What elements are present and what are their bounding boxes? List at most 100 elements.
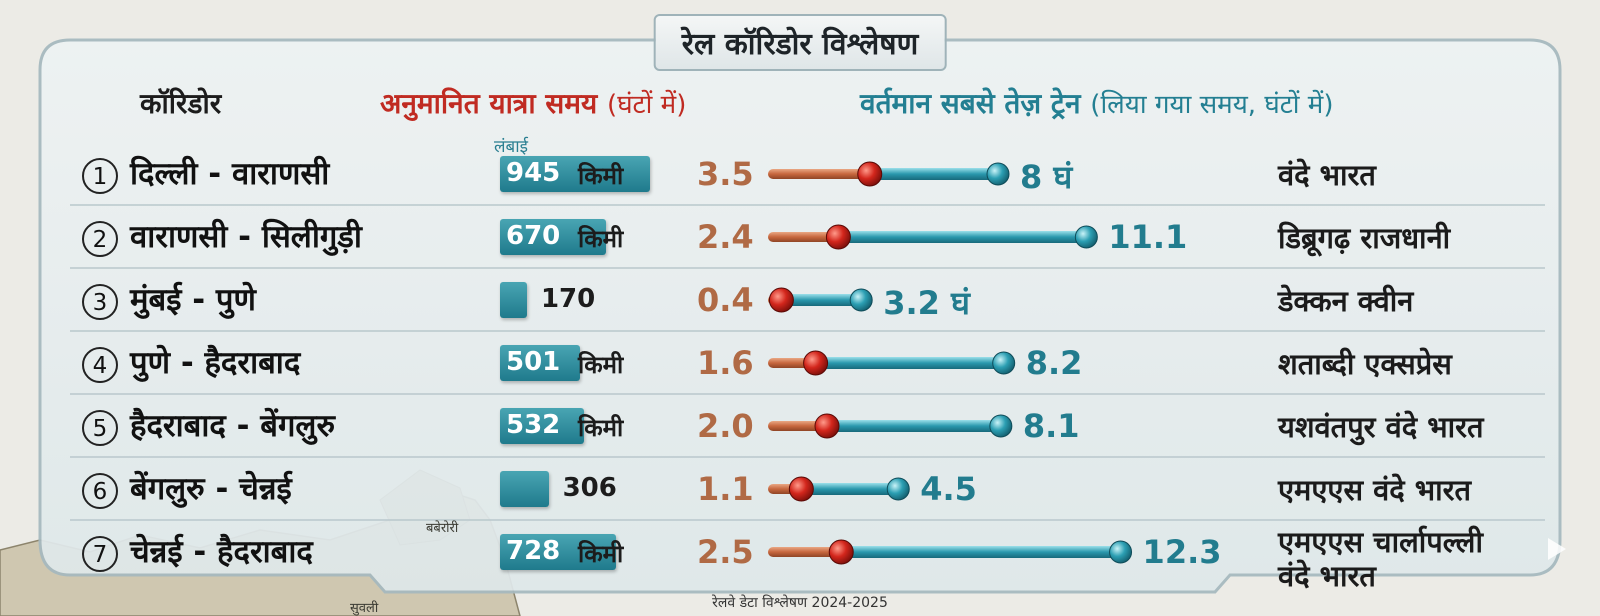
length-bar — [500, 534, 616, 570]
estimated-track — [768, 421, 827, 431]
map-label-1: बबेरोरी — [426, 521, 459, 536]
current-marker — [989, 414, 1013, 438]
current-track — [801, 483, 899, 495]
corridor-number: 2 — [82, 220, 118, 257]
corridor-name: चेन्नई - हैदराबाद — [130, 534, 313, 570]
corridor-number: 7 — [82, 535, 118, 572]
corridor-number: 5 — [82, 409, 118, 446]
corner-arrow-icon — [1548, 538, 1566, 560]
current-track — [781, 294, 862, 306]
length-value: 945 — [506, 158, 561, 188]
corridor-label: 3 मुंबई - पुणे — [82, 278, 256, 320]
corridor-number: 4 — [82, 346, 118, 383]
current-track — [827, 420, 1001, 432]
length-value: 532 — [506, 410, 561, 440]
estimated-value: 2.5 — [697, 533, 754, 571]
length-value: 170 — [540, 284, 596, 314]
header-estimated-unit: (घंटों में) — [607, 90, 687, 120]
row-dividers — [70, 204, 1545, 521]
current-marker — [992, 351, 1016, 375]
current-value: 8.1 — [1022, 407, 1080, 445]
page-title: रेल कॉरिडोर विश्लेषण — [653, 14, 947, 71]
train-name: वंदे भारत — [1278, 158, 1376, 192]
corridor-name: मुंबई - पुणे — [130, 282, 256, 318]
estimated-marker — [788, 476, 814, 502]
current-marker — [849, 288, 873, 312]
corridor-name: हैदराबाद - बेंगलुरु — [130, 408, 335, 444]
length-value: 501 — [506, 347, 561, 377]
estimated-marker — [768, 287, 794, 313]
length-bar — [500, 282, 527, 318]
estimated-marker — [857, 161, 883, 187]
train-name: यशवंतपुर वंदे भारत — [1278, 410, 1484, 444]
length-bar — [500, 471, 549, 507]
length-value: 670 — [506, 221, 561, 251]
estimated-marker — [828, 539, 854, 565]
train-name: एमएएस वंदे भारत — [1278, 473, 1472, 507]
length-bar — [500, 408, 585, 444]
header-current: वर्तमान सबसे तेज़ ट्रेन (लिया गया समय, घ… — [860, 84, 1334, 122]
corridor-label: 4 पुणे - हैदराबाद — [82, 341, 300, 383]
length-unit: किमी — [578, 162, 624, 190]
panel-border — [38, 38, 1562, 594]
train-name: एमएएस चार्लापल्ली — [1278, 525, 1483, 559]
current-marker — [1109, 540, 1133, 564]
current-track — [841, 546, 1121, 558]
estimated-track — [768, 169, 870, 179]
estimated-marker — [825, 224, 851, 250]
footer-source: रेलवे डेटा विश्लेषण 2024-2025 — [712, 595, 888, 611]
corridor-label: 6 बेंगलुरु - चेन्नई — [82, 467, 292, 509]
estimated-value: 1.6 — [697, 344, 754, 382]
current-marker — [1074, 225, 1098, 249]
header-corridor: कॉरिडोर — [140, 87, 222, 120]
map-label-2: सुवली — [350, 601, 379, 616]
length-unit: किमी — [578, 351, 624, 379]
corridor-label: 5 हैदराबाद - बेंगलुरु — [82, 404, 335, 446]
estimated-value: 3.5 — [697, 155, 754, 193]
header-estimated-main: अनुमानित यात्रा समय — [380, 87, 598, 120]
length-bar — [500, 156, 650, 192]
header-length: लंबाई — [494, 137, 528, 157]
train-name: डेक्कन क्वीन — [1278, 284, 1414, 318]
corridor-name: वाराणसी - सिलीगुड़ी — [130, 219, 362, 255]
estimated-track — [768, 232, 839, 242]
train-name-line2: वंदे भारत — [1278, 559, 1376, 593]
corridor-number: 3 — [82, 283, 118, 320]
time-tracks — [768, 161, 1133, 565]
length-unit: किमी — [578, 540, 624, 568]
corridor-name: पुणे - हैदराबाद — [130, 345, 301, 381]
train-name: शताब्दी एक्सप्रेस — [1278, 347, 1452, 381]
corridor-name: बेंगलुरु - चेन्नई — [130, 471, 292, 507]
corridor-label: 7 चेन्नई - हैदराबाद — [82, 530, 313, 572]
corridor-label: 2 वाराणसी - सिलीगुड़ी — [82, 215, 362, 257]
current-value: 4.5 — [920, 470, 977, 508]
length-bar — [500, 345, 580, 381]
estimated-marker — [803, 350, 829, 376]
estimated-value: 1.1 — [697, 470, 754, 508]
current-value: 8 घं — [1020, 158, 1073, 196]
current-value: 8.2 — [1025, 344, 1083, 382]
corridor-number: 1 — [82, 157, 118, 194]
header-estimated: अनुमानित यात्रा समय (घंटों में) — [380, 84, 686, 122]
estimated-value: 2.0 — [697, 407, 754, 445]
length-unit: किमी — [578, 414, 624, 442]
length-value: 306 — [562, 473, 617, 503]
corridor-number: 6 — [82, 472, 118, 509]
current-track — [815, 357, 1004, 369]
length-bar — [500, 219, 607, 255]
header-current-main: वर्तमान सबसे तेज़ ट्रेन — [860, 87, 1081, 120]
current-marker — [886, 477, 910, 501]
current-track — [869, 168, 998, 180]
estimated-value: 0.4 — [697, 281, 754, 319]
estimated-value: 2.4 — [697, 218, 754, 256]
header-current-unit: (लिया गया समय, घंटों में) — [1090, 90, 1334, 120]
estimated-track — [768, 547, 842, 557]
train-name: डिब्रूगढ़ राजधानी — [1278, 221, 1451, 255]
current-value: 3.2 घं — [883, 284, 970, 322]
estimated-marker — [814, 413, 840, 439]
current-track — [838, 231, 1087, 243]
current-marker — [986, 162, 1010, 186]
corridor-label: 1 दिल्ली - वाराणसी — [82, 152, 329, 194]
corridor-name: दिल्ली - वाराणसी — [130, 156, 330, 192]
